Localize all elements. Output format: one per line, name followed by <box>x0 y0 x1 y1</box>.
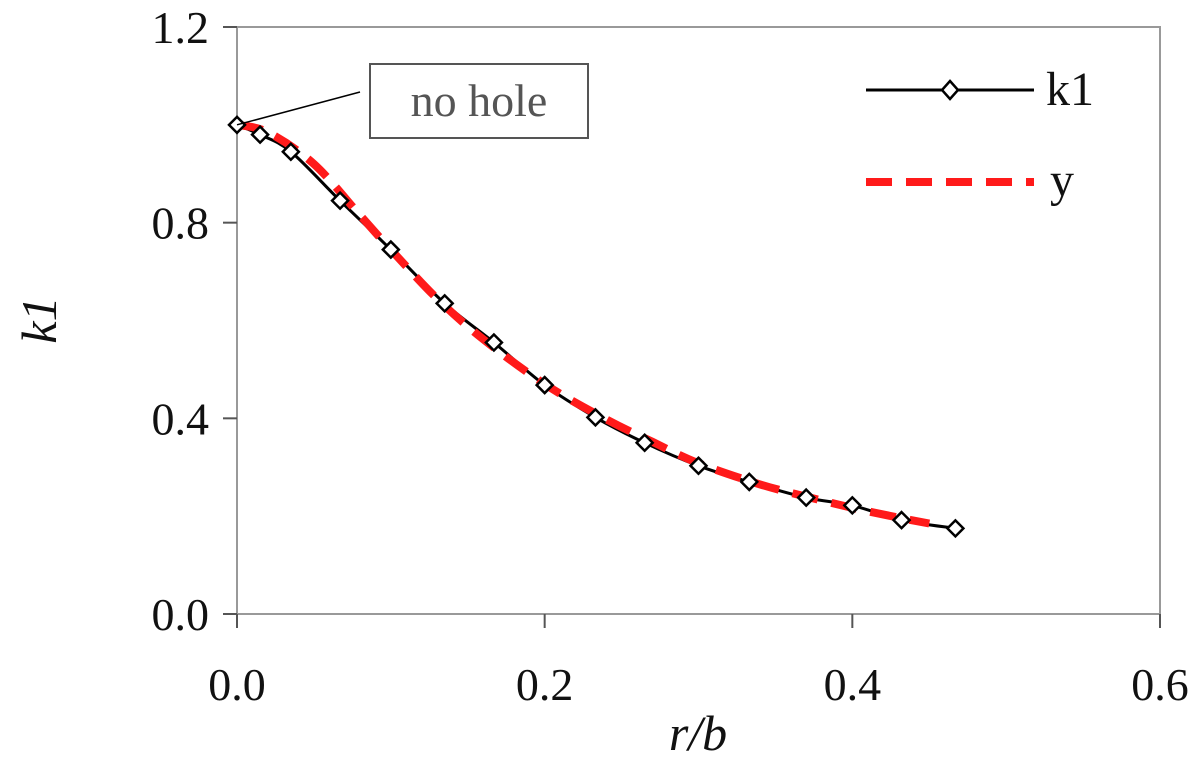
x-axis-title: r/b <box>669 705 727 761</box>
legend-y-label: y <box>1050 154 1074 207</box>
y-tick-label: 1.2 <box>152 2 210 53</box>
series-k1-point <box>688 456 709 476</box>
series-k1-point <box>250 124 270 145</box>
annotation-no-hole: no hole <box>236 63 589 139</box>
series-k1-point <box>739 472 760 492</box>
y-tick-label: 0.8 <box>152 198 210 249</box>
series-k1-point <box>281 141 301 162</box>
x-tick-label: 0.4 <box>824 659 882 710</box>
series-k1-point <box>330 190 350 211</box>
x-tick-label: 0.2 <box>516 659 574 710</box>
y-axis-title: k1 <box>11 296 67 343</box>
series-k1-point <box>842 495 863 516</box>
legend: k1 y <box>866 63 1094 207</box>
y-tick-label: 0.0 <box>152 589 210 640</box>
svg-text:k1: k1 <box>11 296 67 343</box>
annotation-leader-line <box>236 91 361 126</box>
series-k1-point <box>381 239 401 260</box>
series-k1-point <box>891 510 912 530</box>
plot-area-border <box>236 26 1161 615</box>
legend-entry-k1: k1 <box>866 63 1094 116</box>
y-axis: 0.0 0.4 0.8 1.2 <box>152 2 237 640</box>
x-tick-label: 0.0 <box>208 659 266 710</box>
annotation-box <box>369 63 589 139</box>
x-axis: 0.0 0.2 0.4 0.6 <box>208 614 1189 710</box>
series-k1-point <box>634 433 655 453</box>
x-tick-label: 0.6 <box>1131 659 1189 710</box>
series-k1-point <box>796 487 816 508</box>
legend-k1-marker <box>940 79 960 101</box>
series-layer <box>227 115 966 539</box>
series-k1-point <box>434 293 455 314</box>
series-k1-point <box>945 518 966 539</box>
annotation-text: no hole <box>411 75 548 126</box>
y-tick-label: 0.4 <box>152 393 210 444</box>
series-k1-point <box>585 407 606 428</box>
series-k1-point <box>534 375 555 395</box>
series-k1-point <box>484 332 504 353</box>
legend-entry-y: y <box>866 154 1074 207</box>
legend-k1-label: k1 <box>1046 63 1094 116</box>
